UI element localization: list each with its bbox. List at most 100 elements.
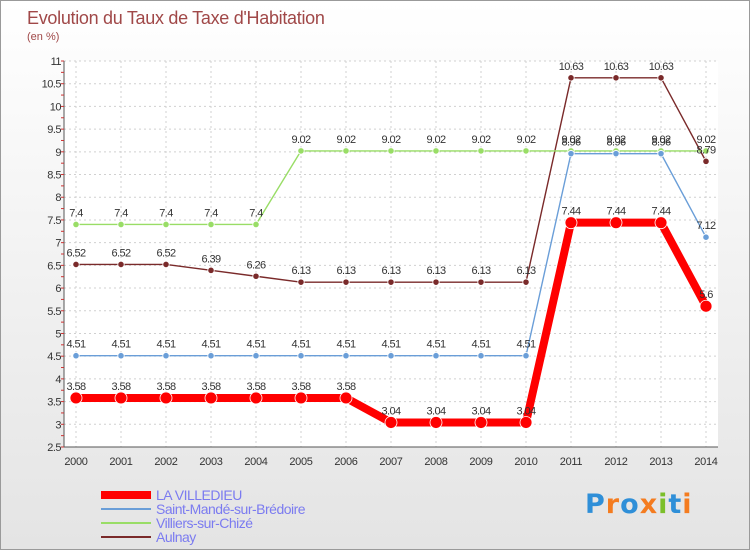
data-point [699, 299, 713, 313]
data-label: 3.58 [111, 381, 130, 393]
data-point [117, 260, 125, 269]
x-tick-label: 2002 [154, 456, 177, 468]
data-label: 3.58 [291, 381, 310, 393]
data-point [117, 220, 125, 229]
data-point [702, 157, 710, 165]
data-point [207, 352, 215, 360]
data-label: 6.26 [246, 259, 265, 271]
legend-label: Aulnay [156, 529, 196, 545]
data-point [477, 352, 485, 360]
data-label: 6.39 [201, 253, 220, 265]
data-label: 3.58 [156, 381, 175, 393]
data-point [252, 220, 260, 229]
data-label: 9.02 [606, 134, 625, 146]
data-label: 4.51 [471, 339, 490, 351]
data-point [432, 278, 440, 286]
x-tick-label: 2000 [64, 456, 87, 468]
y-tick-label: 4 [55, 374, 61, 386]
x-tick-label: 2014 [694, 456, 717, 468]
series-3 [72, 74, 710, 286]
data-label: 9.02 [291, 134, 310, 146]
data-label: 7.44 [606, 206, 625, 218]
data-point [72, 220, 80, 229]
data-label: 7.4 [69, 207, 83, 219]
legend-swatch [101, 522, 151, 524]
data-label: 3.58 [336, 381, 355, 393]
data-label: 3.04 [516, 405, 535, 417]
data-label: 3.58 [246, 381, 265, 393]
data-point [159, 391, 173, 405]
data-point [567, 150, 575, 158]
data-label: 8.96 [651, 137, 670, 149]
logo-letter: o [620, 489, 640, 520]
legend-swatch [101, 536, 151, 538]
x-tick-label: 2013 [649, 456, 672, 468]
series-1 [72, 150, 710, 360]
data-label: 4.51 [156, 339, 175, 351]
x-tick-label: 2010 [514, 456, 537, 468]
data-label: 6.13 [426, 265, 445, 277]
data-label: 10.63 [604, 61, 629, 73]
data-point [342, 147, 350, 155]
data-point [657, 150, 665, 158]
data-label: 4.51 [516, 339, 535, 351]
data-point [342, 278, 350, 286]
data-point [702, 147, 710, 155]
data-point [342, 352, 350, 360]
x-tick-label: 2003 [199, 456, 222, 468]
y-tick-label: 6.5 [47, 260, 61, 272]
data-point [72, 260, 80, 269]
y-tick-label: 4.5 [47, 351, 61, 363]
data-point [384, 416, 398, 429]
data-label: 6.52 [111, 247, 130, 259]
x-tick-label: 2012 [604, 456, 627, 468]
chart-subtitle: (en %) [27, 31, 60, 43]
data-point [477, 278, 485, 286]
data-label: 9.02 [516, 134, 535, 146]
x-tick-label: 2006 [334, 456, 357, 468]
data-point [702, 233, 710, 241]
x-tick-label: 2001 [109, 456, 132, 468]
data-label: 6.52 [66, 247, 85, 259]
data-point [519, 416, 533, 429]
data-label: 4.51 [291, 339, 310, 351]
data-label: 9.02 [336, 134, 355, 146]
data-point [522, 147, 530, 155]
data-point [387, 147, 395, 155]
data-label: 7.44 [561, 206, 580, 218]
data-point [252, 272, 260, 280]
data-label: 4.51 [381, 339, 400, 351]
data-point [522, 352, 530, 360]
legend-swatch [101, 491, 151, 499]
data-point [432, 147, 440, 155]
data-point [252, 352, 260, 360]
legend-label: Villiers-sur-Chizé [156, 515, 253, 531]
data-point [567, 74, 575, 82]
legend-swatch [101, 508, 151, 510]
data-point [207, 220, 215, 229]
data-point [429, 416, 443, 429]
x-tick-label: 2005 [289, 456, 312, 468]
data-point [657, 74, 665, 82]
y-tick-label: 9 [55, 147, 61, 159]
y-tick-label: 10 [50, 101, 62, 113]
data-label: 3.58 [201, 381, 220, 393]
data-point [117, 352, 125, 360]
data-point [297, 352, 305, 360]
data-point [204, 391, 218, 405]
logo-letter: i [658, 489, 669, 520]
data-label: 7.4 [249, 207, 263, 219]
data-point [162, 260, 170, 269]
data-point [387, 352, 395, 360]
data-label: 6.13 [291, 265, 310, 277]
data-label: 9.02 [696, 134, 715, 146]
y-tick-label: 11 [51, 56, 62, 68]
data-label: 3.04 [426, 405, 445, 417]
y-tick-label: 5 [55, 328, 61, 340]
x-tick-label: 2007 [379, 456, 402, 468]
data-label: 4.51 [201, 339, 220, 351]
logo-letter: x [639, 489, 659, 520]
data-label: 9.02 [561, 134, 580, 146]
data-label: 4.51 [246, 339, 265, 351]
